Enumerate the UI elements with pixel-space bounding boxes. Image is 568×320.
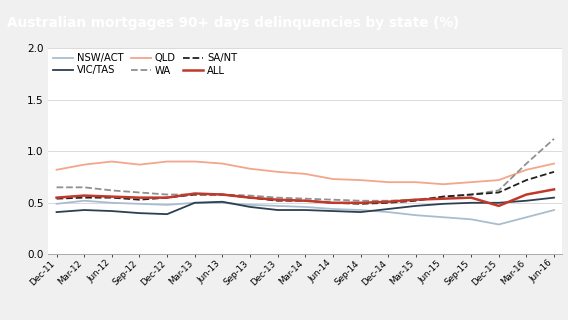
Text: Australian mortgages 90+ days delinquencies by state (%): Australian mortgages 90+ days delinquenc…	[7, 16, 460, 30]
Legend: NSW/ACT, VIC/TAS, QLD, WA, SA/NT, ALL: NSW/ACT, VIC/TAS, QLD, WA, SA/NT, ALL	[53, 53, 237, 76]
